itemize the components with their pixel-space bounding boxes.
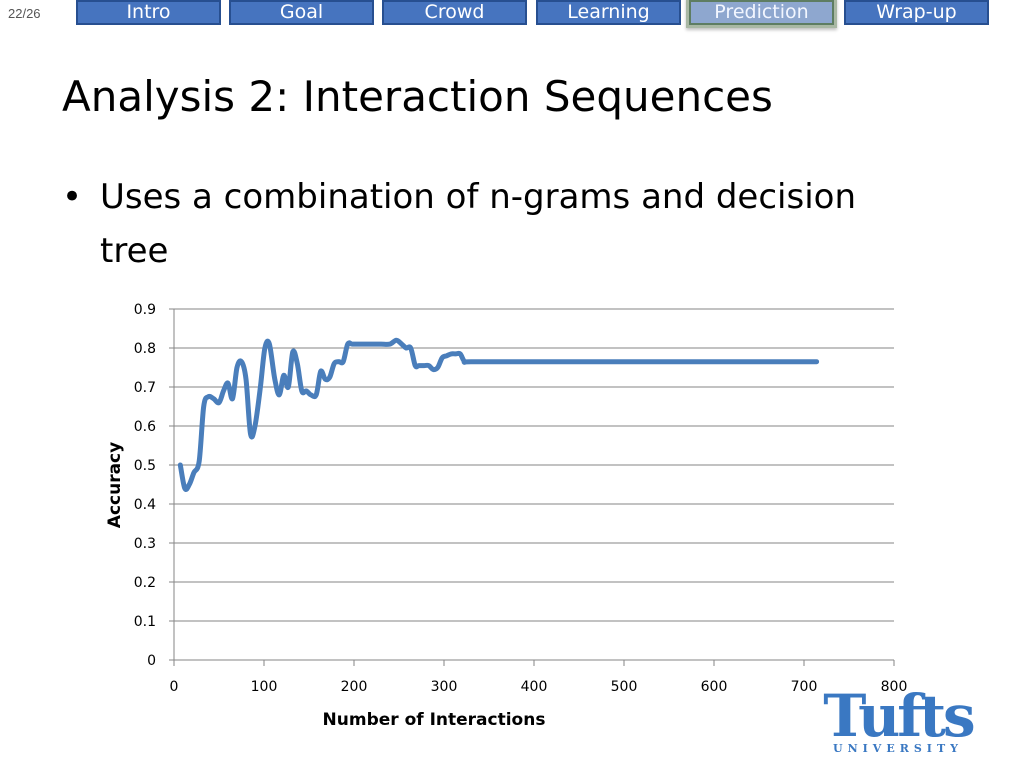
y-tick-label: 0.4 xyxy=(134,497,156,513)
bullet-marker: • xyxy=(62,177,83,217)
y-tick-label: 0.5 xyxy=(134,458,156,474)
y-tick-label: 0 xyxy=(147,653,156,669)
x-axis-title: Number of Interactions xyxy=(323,710,546,730)
y-tick-label: 0.2 xyxy=(134,575,156,591)
nav-tab-intro[interactable]: Intro xyxy=(76,0,221,25)
page-indicator: 22/26 xyxy=(8,6,41,21)
y-tick-label: 0.3 xyxy=(134,536,156,552)
x-tick-label: 300 xyxy=(431,679,458,695)
slide-title: Analysis 2: Interaction Sequences xyxy=(62,72,773,121)
y-tick-label: 0.8 xyxy=(134,341,156,357)
y-tick-label: 0.1 xyxy=(134,614,156,630)
y-tick-label: 0.6 xyxy=(134,419,156,435)
nav-tab-prediction[interactable]: Prediction xyxy=(689,0,834,25)
x-tick-label: 500 xyxy=(611,679,638,695)
logo-subtitle: UNIVERSITY xyxy=(833,742,963,755)
accuracy-series-line xyxy=(177,337,820,493)
x-tick-label: 600 xyxy=(701,679,728,695)
x-tick-label: 200 xyxy=(341,679,368,695)
nav-tab-wrap-up[interactable]: Wrap-up xyxy=(844,0,989,25)
x-tick-label: 0 xyxy=(170,679,179,695)
y-tick-label: 0.7 xyxy=(134,380,156,396)
y-tick-label: 0.9 xyxy=(134,302,156,318)
x-tick-label: 100 xyxy=(251,679,278,695)
tufts-university-logo: Tufts UNIVERSITY xyxy=(823,684,977,755)
bullet-text: Uses a combination of n-grams and decisi… xyxy=(100,177,857,271)
y-axis-title: Accuracy xyxy=(105,442,125,528)
x-tick-label: 800 xyxy=(881,679,908,695)
nav-tab-learning[interactable]: Learning xyxy=(536,0,681,25)
logo-wordmark: Tufts xyxy=(823,684,974,750)
nav-tab-crowd[interactable]: Crowd xyxy=(382,0,527,25)
x-tick-label: 400 xyxy=(521,679,548,695)
nav-tab-goal[interactable]: Goal xyxy=(229,0,374,25)
x-tick-label: 700 xyxy=(791,679,818,695)
